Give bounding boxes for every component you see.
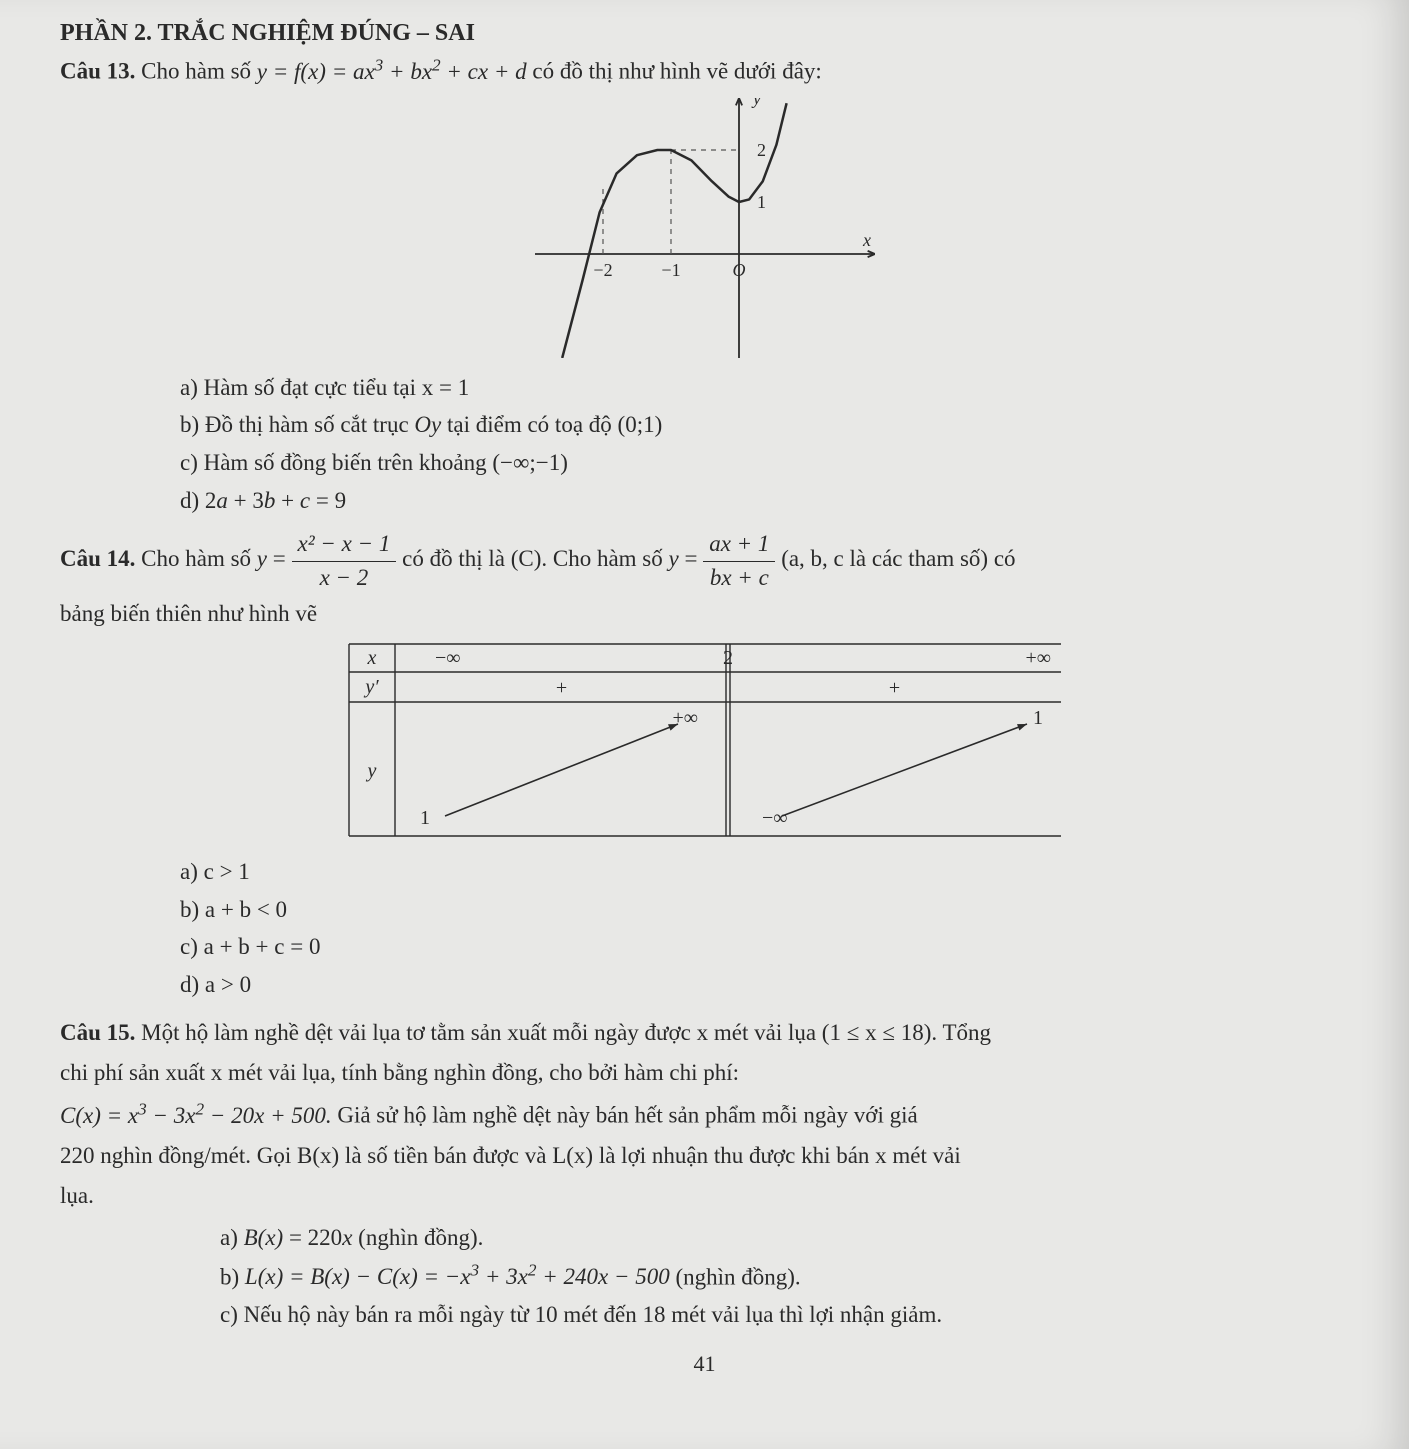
q15-opt-b: b) L(x) = B(x) − C(x) = −x3 + 3x2 + 240x… [220, 1258, 1349, 1295]
svg-text:2: 2 [723, 647, 733, 669]
q15-p2: chi phí sản xuất x mét vải lụa, tính bằn… [60, 1057, 1349, 1089]
q15-opt-c: c) Nếu hộ này bán ra mỗi ngày từ 10 mét … [220, 1297, 1349, 1333]
q14-post: (a, b, c là các tham số) có [781, 546, 1015, 571]
q14-options: a) c > 1 b) a + b < 0 c) a + b + c = 0 d… [180, 854, 1349, 1003]
svg-text:1: 1 [757, 192, 766, 212]
q15-p5: lụa. [60, 1180, 1349, 1212]
q14-frac2-num: ax + 1 [703, 528, 775, 561]
q13-opt-b: b) Đồ thị hàm số cắt trục Oy tại điểm có… [180, 407, 1349, 443]
q13-label: Câu 13. [60, 59, 135, 84]
q13-post: có đồ thị như hình vẽ dưới đây: [532, 59, 821, 84]
svg-text:−∞: −∞ [435, 647, 461, 669]
svg-text:+∞: +∞ [672, 707, 698, 729]
q14-opt-b: b) a + b < 0 [180, 892, 1349, 928]
q15-label: Câu 15. [60, 1020, 135, 1045]
q13-graph-wrap: x y −2 −1 O 1 2 [60, 98, 1349, 358]
q13-opt-d: d) 2a + 3b + c = 9 [180, 483, 1349, 519]
q15-p1: Một hộ làm nghề dệt vải lụa tơ tằm sản x… [141, 1020, 991, 1045]
q13-opt-a: a) Hàm số đạt cực tiểu tại x = 1 [180, 370, 1349, 406]
q14-frac1-den: x − 2 [292, 562, 397, 594]
variation-table: x y′ y −∞ 2 +∞ + +1 +∞ −∞ 1 [345, 640, 1065, 840]
svg-text:1: 1 [420, 807, 430, 829]
q14-stem: Câu 14. Cho hàm số y = x² − x − 1 x − 2 … [60, 528, 1349, 593]
q13-math: y = f(x) = ax3 + bx2 + cx + d [257, 59, 527, 84]
q14-bbt-wrap: x y′ y −∞ 2 +∞ + +1 +∞ −∞ 1 [60, 640, 1349, 840]
svg-text:2: 2 [757, 140, 766, 160]
q14-opt-d: d) a > 0 [180, 967, 1349, 1003]
q14-opt-c: c) a + b + c = 0 [180, 929, 1349, 965]
svg-text:y: y [751, 98, 761, 108]
svg-text:O: O [732, 260, 745, 280]
svg-text:−1: −1 [661, 260, 680, 280]
q15-p4: 220 nghìn đồng/mét. Gọi B(x) là số tiền … [60, 1140, 1349, 1172]
q15-opt-a: a) B(x) = 220x (nghìn đồng). [220, 1220, 1349, 1256]
q14-pre: Cho hàm số [141, 546, 257, 571]
q13-opt-c: c) Hàm số đồng biến trên khoảng (−∞;−1) [180, 445, 1349, 481]
q13-stem: Câu 13. Cho hàm số y = f(x) = ax3 + bx2 … [60, 53, 1349, 88]
svg-text:1: 1 [1033, 707, 1043, 729]
q14-mid: có đồ thị là (C). Cho hàm số [402, 546, 668, 571]
section-title: PHẦN 2. TRẮC NGHIỆM ĐÚNG – SAI [60, 20, 1349, 47]
svg-text:y: y [365, 760, 376, 782]
svg-text:y′: y′ [363, 676, 379, 698]
q14-opt-a: a) c > 1 [180, 854, 1349, 890]
q13-pre: Cho hàm số [141, 59, 257, 84]
q13-options: a) Hàm số đạt cực tiểu tại x = 1 b) Đồ t… [180, 370, 1349, 519]
svg-text:+: + [888, 677, 899, 699]
q15-p1-line: Câu 15. Một hộ làm nghề dệt vải lụa tơ t… [60, 1017, 1349, 1049]
q14-frac2-den: bx + c [703, 562, 775, 594]
svg-text:+: + [555, 677, 566, 699]
q15-options: a) B(x) = 220x (nghìn đồng). b) L(x) = B… [220, 1220, 1349, 1333]
q14-frac1-num: x² − x − 1 [292, 528, 397, 561]
exam-page: PHẦN 2. TRẮC NGHIỆM ĐÚNG – SAI Câu 13. C… [0, 0, 1409, 1449]
svg-text:−2: −2 [593, 260, 612, 280]
q14-frac2: ax + 1 bx + c [703, 528, 775, 593]
page-number: 41 [60, 1351, 1349, 1377]
cubic-graph: x y −2 −1 O 1 2 [535, 98, 875, 358]
q14-frac1: x² − x − 1 x − 2 [292, 528, 397, 593]
svg-text:−∞: −∞ [762, 807, 788, 829]
q14-line2: bảng biến thiên như hình vẽ [60, 598, 1349, 630]
q15-p3: C(x) = x3 − 3x2 − 20x + 500. Giả sử hộ l… [60, 1097, 1349, 1132]
svg-text:+∞: +∞ [1025, 647, 1051, 669]
svg-text:x: x [862, 230, 871, 250]
svg-text:x: x [366, 647, 376, 669]
q14-label: Câu 14. [60, 546, 135, 571]
